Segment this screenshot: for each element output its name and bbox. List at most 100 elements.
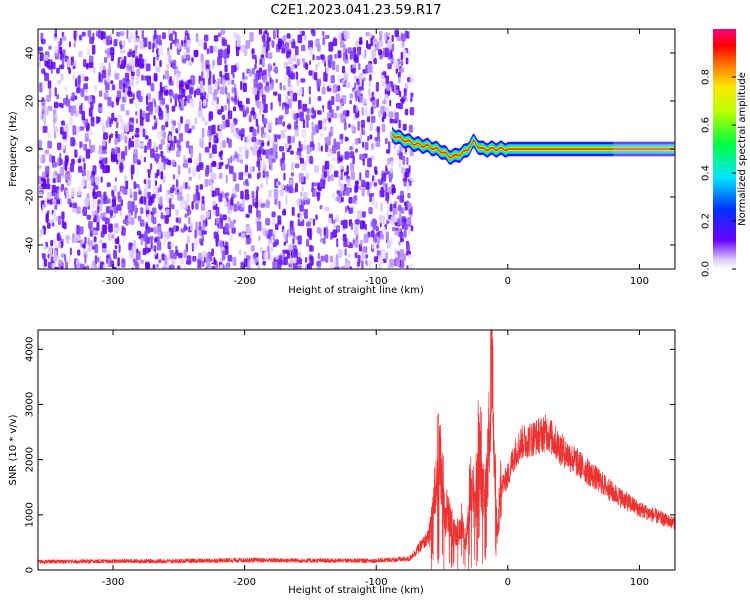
noise-cell xyxy=(286,33,291,39)
colorbar-tick-label: 0.2 xyxy=(701,213,712,229)
noise-cell xyxy=(367,157,372,168)
noise-cell xyxy=(199,184,204,190)
noise-cell xyxy=(219,141,223,151)
noise-cell xyxy=(409,173,412,181)
noise-cell xyxy=(389,157,394,162)
noise-cell xyxy=(89,36,94,44)
noise-cell xyxy=(291,72,295,80)
noise-cell xyxy=(405,57,409,65)
noise-cell xyxy=(84,95,89,101)
noise-cell xyxy=(218,151,222,158)
noise-cell xyxy=(270,102,273,111)
noise-cell xyxy=(111,101,114,108)
noise-cell xyxy=(211,265,216,269)
noise-cell xyxy=(409,107,415,116)
noise-cell xyxy=(369,260,373,269)
noise-cell xyxy=(106,182,111,188)
noise-cell xyxy=(332,231,336,238)
noise-cell xyxy=(138,53,143,60)
noise-cell xyxy=(246,181,249,187)
noise-cell xyxy=(167,241,172,250)
noise-cell xyxy=(134,139,140,149)
noise-cell xyxy=(286,66,291,76)
noise-cell xyxy=(216,96,219,105)
noise-cell xyxy=(221,250,226,261)
noise-cell xyxy=(124,48,127,54)
noise-cell xyxy=(258,200,261,208)
noise-cell xyxy=(321,87,326,95)
noise-cell xyxy=(46,177,50,187)
noise-cell xyxy=(114,238,120,244)
noise-cell xyxy=(162,74,165,80)
noise-cell xyxy=(225,119,230,128)
noise-cell xyxy=(270,246,273,252)
noise-cell xyxy=(95,185,99,190)
noise-cell xyxy=(384,137,388,145)
noise-cell xyxy=(200,214,205,221)
noise-cell xyxy=(47,80,52,89)
noise-cell xyxy=(335,196,341,202)
noise-cell xyxy=(208,141,211,149)
noise-cell xyxy=(145,222,148,229)
noise-cell xyxy=(385,252,388,260)
noise-cell xyxy=(387,239,391,249)
noise-cell xyxy=(122,83,126,93)
noise-cell xyxy=(369,134,373,140)
noise-cell xyxy=(135,118,139,124)
noise-cell xyxy=(217,78,221,85)
noise-cell xyxy=(54,170,58,176)
noise-cell xyxy=(44,149,49,155)
noise-cell xyxy=(272,260,277,269)
noise-cell xyxy=(301,30,305,36)
noise-cell xyxy=(45,165,50,175)
noise-cell xyxy=(110,80,114,85)
noise-cell xyxy=(290,172,295,177)
noise-cell xyxy=(324,160,330,170)
noise-cell xyxy=(399,231,404,238)
noise-cell xyxy=(387,63,392,70)
noise-cell xyxy=(287,135,292,144)
noise-cell xyxy=(322,237,326,245)
noise-cell xyxy=(157,226,162,236)
noise-cell xyxy=(298,140,301,148)
noise-cell xyxy=(219,124,224,131)
noise-cell xyxy=(296,78,300,87)
noise-cell xyxy=(269,83,274,91)
noise-cell xyxy=(86,123,90,132)
noise-cell xyxy=(350,162,355,172)
noise-cell xyxy=(85,148,91,159)
noise-cell xyxy=(54,87,57,97)
noise-cell xyxy=(248,173,252,179)
noise-cell xyxy=(267,37,271,42)
noise-cell xyxy=(144,58,147,65)
noise-cell xyxy=(94,210,99,216)
noise-cell xyxy=(61,31,65,38)
noise-cell xyxy=(184,182,188,190)
noise-cell xyxy=(153,29,157,39)
noise-cell xyxy=(193,49,199,58)
noise-cell xyxy=(146,105,149,111)
noise-cell xyxy=(361,260,364,269)
noise-cell xyxy=(216,162,219,169)
noise-cell xyxy=(283,241,287,246)
noise-cell xyxy=(84,76,89,82)
noise-cell xyxy=(204,179,209,187)
noise-cell xyxy=(173,135,177,144)
noise-cell xyxy=(302,103,308,112)
noise-cell xyxy=(168,29,171,35)
noise-cell xyxy=(139,109,143,119)
noise-cell xyxy=(391,187,396,194)
noise-cell xyxy=(88,130,93,137)
noise-cell xyxy=(193,243,197,251)
noise-cell xyxy=(157,130,162,139)
noise-cell xyxy=(92,188,96,196)
noise-cell xyxy=(205,69,210,80)
noise-cell xyxy=(74,95,78,100)
noise-cell xyxy=(319,180,324,188)
noise-cell xyxy=(130,79,135,87)
noise-cell xyxy=(332,144,337,154)
noise-cell xyxy=(203,91,206,96)
noise-cell xyxy=(227,254,233,262)
noise-cell xyxy=(245,226,251,232)
